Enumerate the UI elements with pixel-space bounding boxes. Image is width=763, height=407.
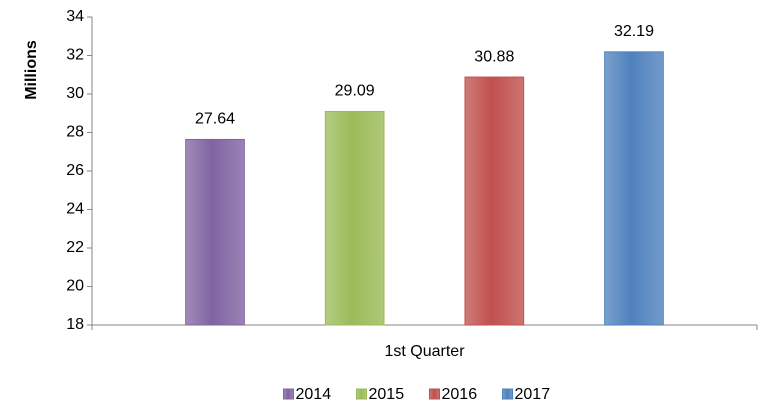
bar	[464, 76, 525, 326]
y-tick-label: 18	[66, 316, 84, 333]
legend-label: 2015	[369, 386, 405, 403]
value-label: 27.64	[195, 111, 235, 128]
y-axis-label: Millions	[23, 40, 40, 100]
value-label: 29.09	[335, 83, 375, 100]
legend-swatch	[429, 388, 440, 400]
bar	[604, 51, 664, 326]
y-tick-label: 20	[66, 278, 84, 295]
value-label: 32.19	[614, 23, 654, 40]
bar	[185, 138, 245, 326]
legend-swatch	[502, 388, 513, 400]
x-tick-label: 1st Quarter	[384, 343, 465, 360]
y-tick-label: 22	[66, 239, 84, 256]
y-tick-label: 24	[66, 201, 84, 218]
bar	[324, 111, 385, 326]
y-tick-label: 30	[66, 85, 84, 102]
legend-swatch	[356, 388, 367, 400]
y-tick-label: 32	[66, 47, 84, 64]
legend-label: 2017	[515, 386, 551, 403]
legend-swatch	[283, 388, 294, 400]
legend-label: 2016	[442, 386, 478, 403]
y-tick-label: 26	[66, 162, 84, 179]
y-tick-label: 34	[66, 8, 84, 25]
y-tick-label: 28	[66, 124, 84, 141]
value-label: 30.88	[474, 48, 514, 65]
legend-label: 2014	[296, 386, 332, 403]
